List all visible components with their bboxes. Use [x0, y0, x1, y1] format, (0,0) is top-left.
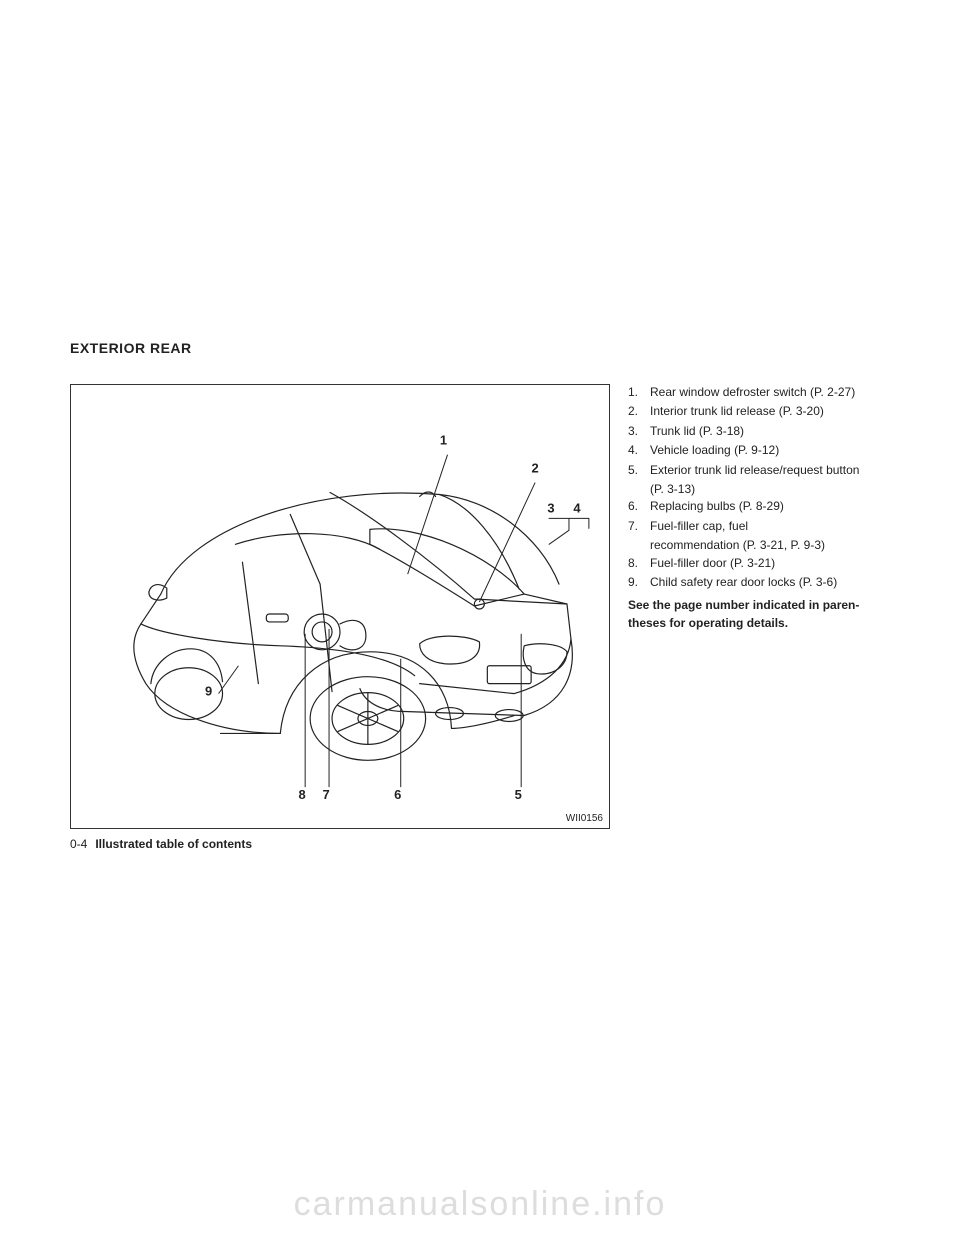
diagram-callout-number: 5 — [515, 787, 522, 802]
legend-item-text: Fuel-filler cap, fuel — [650, 518, 890, 535]
legend-item: 5.Exterior trunk lid release/request but… — [628, 462, 890, 479]
columns: 1 2 3 4 5 6 7 8 9 WII0156 0-4 Illustrated table o… — [70, 384, 890, 851]
diagram-frame: 1 2 3 4 5 6 7 8 9 WII0156 — [70, 384, 610, 829]
legend-item-subtext: recommendation (P. 3-21, P. 9-3) — [650, 537, 890, 554]
diagram-callout-number: 6 — [394, 787, 401, 802]
legend-item: 9.Child safety rear door locks (P. 3-6) — [628, 574, 890, 591]
page-section-text: Illustrated table of contents — [95, 837, 252, 851]
diagram-callout-number: 8 — [299, 787, 306, 802]
watermark-text: carmanualsonline.info — [0, 1185, 960, 1224]
diagram-column: 1 2 3 4 5 6 7 8 9 WII0156 0-4 Illustrated table o… — [70, 384, 610, 851]
diagram-callout-number: 7 — [322, 787, 329, 802]
legend-item-number: 3. — [628, 423, 650, 440]
legend-item-text: Interior trunk lid release (P. 3-20) — [650, 403, 890, 420]
legend-item-text: Rear window defroster switch (P. 2-27) — [650, 384, 890, 401]
legend-item-number: 1. — [628, 384, 650, 401]
legend-item: 8.Fuel-filler door (P. 3-21) — [628, 555, 890, 572]
section-title: EXTERIOR REAR — [70, 340, 890, 356]
note-line2: theses for operating details. — [628, 616, 788, 630]
legend-item: 6.Replacing bulbs (P. 8-29) — [628, 498, 890, 515]
legend-item: 2.Interior trunk lid release (P. 3-20) — [628, 403, 890, 420]
content-area: EXTERIOR REAR — [70, 340, 890, 851]
manual-page: EXTERIOR REAR — [0, 0, 960, 1242]
diagram-callout-number: 1 — [440, 433, 447, 448]
legend-note: See the page number indicated in paren- … — [628, 597, 890, 632]
legend-item-text: Vehicle loading (P. 9-12) — [650, 442, 890, 459]
legend-item-text: Child safety rear door locks (P. 3-6) — [650, 574, 890, 591]
legend-item: 7.Fuel-filler cap, fuel — [628, 518, 890, 535]
diagram-ref-code: WII0156 — [566, 813, 603, 824]
legend-item-number: 6. — [628, 498, 650, 515]
car-rear-diagram: 1 2 3 4 5 6 7 8 9 — [71, 385, 609, 828]
legend-item-number: 2. — [628, 403, 650, 420]
legend-item-number: 4. — [628, 442, 650, 459]
legend-item-subtext: (P. 3-13) — [650, 481, 890, 498]
legend-item-text: Fuel-filler door (P. 3-21) — [650, 555, 890, 572]
legend-column: 1.Rear window defroster switch (P. 2-27)… — [628, 384, 890, 632]
legend-item: 4.Vehicle loading (P. 9-12) — [628, 442, 890, 459]
note-line1: See the page number indicated in paren- — [628, 598, 859, 612]
diagram-callout-number: 3 — [547, 500, 554, 515]
legend-item: 3.Trunk lid (P. 3-18) — [628, 423, 890, 440]
legend-item-number: 9. — [628, 574, 650, 591]
legend-item: 1.Rear window defroster switch (P. 2-27) — [628, 384, 890, 401]
legend-item-text: Replacing bulbs (P. 8-29) — [650, 498, 890, 515]
diagram-callout-number: 2 — [532, 461, 539, 476]
legend-list: 1.Rear window defroster switch (P. 2-27)… — [628, 384, 890, 591]
diagram-callout-number: 4 — [573, 500, 581, 515]
legend-item-number: 8. — [628, 555, 650, 572]
page-number: 0-4 — [70, 837, 87, 851]
legend-item-text: Trunk lid (P. 3-18) — [650, 423, 890, 440]
legend-item-number: 7. — [628, 518, 650, 535]
legend-item-number: 5. — [628, 462, 650, 479]
page-footer: 0-4 Illustrated table of contents — [70, 837, 610, 851]
diagram-callout-number: 9 — [205, 684, 212, 699]
legend-item-text: Exterior trunk lid release/request butto… — [650, 462, 890, 479]
